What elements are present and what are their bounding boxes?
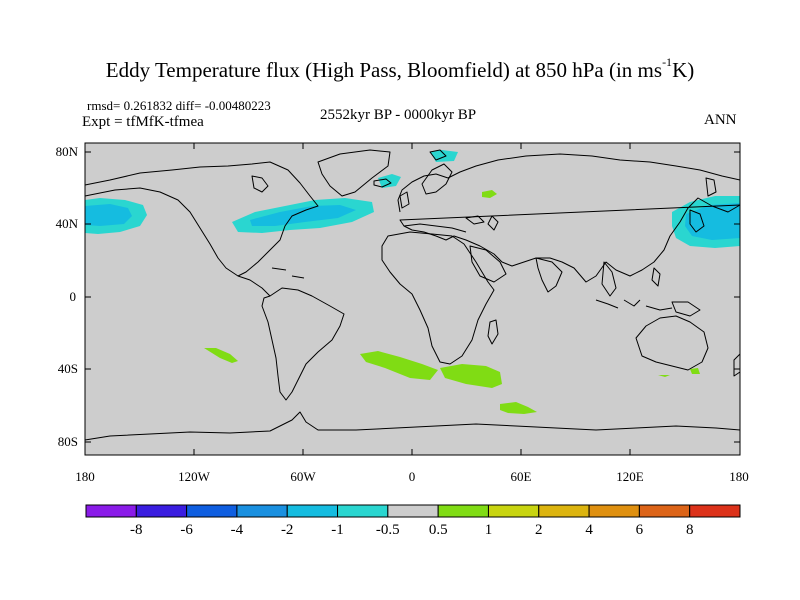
coast-svalbard [429, 149, 447, 161]
lat-label-0: 0 [69, 289, 77, 304]
anomaly-south-pacific [204, 348, 238, 363]
coast-japan [689, 209, 705, 233]
anomaly-southern-indian [500, 402, 537, 414]
colorbar-label: -8 [130, 522, 143, 538]
title-main: Eddy Temperature flux (High Pass, Bloomf… [105, 58, 663, 82]
lon-label-60e: 60E [510, 469, 532, 484]
lon-label-120e: 120E [616, 469, 644, 484]
coast-greenland [317, 149, 391, 197]
title-end: K) [672, 58, 695, 82]
colorbar-swatch [538, 504, 590, 518]
lon-label-180w: 180 [75, 469, 95, 484]
coast-central-america [237, 275, 271, 297]
coastlines [84, 149, 741, 441]
colorbar [85, 504, 741, 518]
anomaly-tasmania [690, 368, 700, 374]
colorbar-label: -1 [331, 522, 344, 538]
colorbar-swatch [337, 504, 389, 518]
anomaly-south-africa [440, 364, 502, 388]
negative-anomaly-regions [85, 150, 740, 248]
colorbar-label: 2 [535, 522, 543, 538]
lat-label-80s: 80S [57, 434, 78, 449]
coast-southeast-asia [601, 261, 617, 297]
colorbar-label: 1 [484, 522, 493, 538]
lat-label-40s: 40S [57, 361, 78, 376]
anomaly-north-atlantic-core [250, 205, 356, 226]
anomaly-norwegian-sea [378, 174, 401, 188]
colorbar-swatch [186, 504, 238, 518]
coast-australia [635, 315, 709, 371]
colorbar-swatch [387, 504, 439, 518]
anomaly-south-atlantic [360, 351, 438, 380]
lon-label-120w: 120W [178, 469, 210, 484]
coast-britain [399, 191, 410, 209]
colorbar-swatch [85, 504, 137, 518]
colorbar-swatch [236, 504, 288, 518]
colorbar-swatch [437, 504, 489, 518]
positive-anomaly-regions [204, 190, 700, 414]
lat-label-40n: 40N [55, 216, 78, 231]
coast-hudson-bay [251, 175, 269, 193]
colorbar-swatch [689, 504, 741, 518]
colorbar-swatch [487, 504, 540, 518]
coast-south-america [261, 287, 345, 401]
colorbar-label: 4 [585, 522, 593, 538]
coast-kamchatka [705, 177, 717, 197]
coast-philippines [651, 267, 661, 287]
period-label: 2552kyr BP - 0000kyr BP [320, 107, 477, 123]
experiment-label: Expt = tfMfK-tfmea [82, 114, 204, 130]
colorbar-label: -4 [230, 522, 244, 538]
anomaly-north-pacific-west-core [85, 204, 132, 226]
colorbar-swatch [588, 504, 640, 518]
coast-india [535, 257, 563, 293]
coast-scandinavia [421, 163, 453, 195]
stats-text: rmsd= 0.261832 diff= -0.00480223 [87, 98, 271, 113]
coast-black-caspian [465, 215, 499, 231]
lon-label-0: 0 [408, 469, 416, 484]
coast-europe-asia [397, 153, 741, 213]
lon-label-180e: 180 [729, 469, 749, 484]
season-label: ANN [704, 112, 737, 128]
anomaly-svalbard [430, 150, 458, 162]
coast-new-guinea [671, 301, 701, 317]
colorbar-label: 0.5 [428, 522, 448, 538]
coast-antarctica [84, 411, 741, 441]
colorbar-swatch [286, 504, 339, 518]
coast-mediterranean [403, 223, 467, 233]
anomaly-south-of-australia [658, 375, 670, 377]
coast-eurasia-south [399, 197, 741, 283]
colorbar-label: -0.5 [375, 522, 400, 538]
anomaly-barents [482, 190, 497, 198]
coast-madagascar [487, 319, 499, 345]
coast-arabia [469, 245, 507, 283]
lat-ticks [85, 151, 740, 443]
title-superscript: -1 [662, 55, 673, 69]
coast-africa [381, 231, 495, 365]
colorbar-label: -6 [180, 522, 193, 538]
colorbar-label: 6 [635, 522, 644, 538]
map-background [85, 143, 740, 455]
lon-label-60w: 60W [290, 469, 316, 484]
colorbar-swatch [638, 504, 691, 518]
colorbar-label: 8 [685, 522, 694, 538]
colorbar-label: -2 [280, 522, 294, 538]
colorbar-swatch [135, 504, 188, 518]
map-title: Eddy Temperature flux (High Pass, Bloomf… [0, 55, 800, 83]
coast-caribbean [271, 267, 305, 279]
coast-iceland [373, 178, 392, 188]
lat-label-80n: 80N [55, 144, 78, 159]
anomaly-north-pacific-east-core [685, 203, 740, 240]
coast-indonesia [595, 299, 673, 311]
lon-ticks [84, 143, 741, 455]
coast-north-america [84, 161, 319, 277]
